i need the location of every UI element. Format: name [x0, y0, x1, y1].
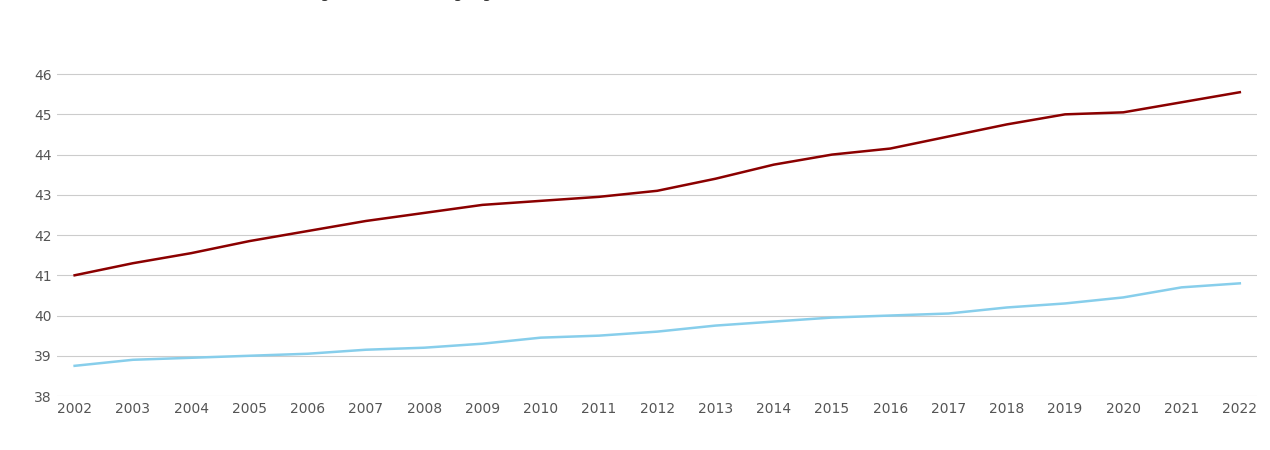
- England & Wales avg. age: [883, 313, 898, 318]
- England & Wales avg. age: [358, 347, 373, 352]
- Northumberland: [766, 162, 781, 167]
- England & Wales avg. age: [766, 319, 781, 324]
- England & Wales avg. age: [533, 335, 549, 340]
- England & Wales avg. age: [300, 351, 315, 356]
- Northumberland: [67, 273, 83, 278]
- Northumberland: [1232, 90, 1247, 95]
- England & Wales avg. age: [707, 323, 723, 328]
- England & Wales avg. age: [1173, 285, 1189, 290]
- Line: England & Wales avg. age: England & Wales avg. age: [75, 284, 1240, 366]
- England & Wales avg. age: [67, 363, 83, 369]
- Line: Northumberland: Northumberland: [75, 92, 1240, 275]
- England & Wales avg. age: [475, 341, 490, 346]
- England & Wales avg. age: [1058, 301, 1073, 306]
- Northumberland: [824, 152, 839, 158]
- England & Wales avg. age: [184, 355, 199, 360]
- England & Wales avg. age: [649, 329, 664, 334]
- Northumberland: [999, 122, 1015, 127]
- Northumberland: [941, 134, 956, 139]
- Northumberland: [241, 238, 257, 244]
- Northumberland: [592, 194, 607, 199]
- England & Wales avg. age: [999, 305, 1015, 310]
- England & Wales avg. age: [824, 315, 839, 320]
- England & Wales avg. age: [126, 357, 141, 363]
- Northumberland: [649, 188, 664, 194]
- Northumberland: [300, 228, 315, 234]
- Northumberland: [707, 176, 723, 181]
- England & Wales avg. age: [1115, 295, 1130, 300]
- Northumberland: [1173, 99, 1189, 105]
- Northumberland: [1058, 112, 1073, 117]
- England & Wales avg. age: [417, 345, 432, 351]
- Northumberland: [417, 210, 432, 216]
- Northumberland: [883, 146, 898, 151]
- England & Wales avg. age: [941, 311, 956, 316]
- Northumberland: [358, 218, 373, 224]
- England & Wales avg. age: [241, 353, 257, 359]
- Northumberland: [126, 261, 141, 266]
- Northumberland: [533, 198, 549, 203]
- Northumberland: [184, 251, 199, 256]
- Northumberland: [1115, 110, 1130, 115]
- Northumberland: [475, 202, 490, 207]
- England & Wales avg. age: [592, 333, 607, 338]
- Legend: Northumberland, England & Wales avg. age: Northumberland, England & Wales avg. age: [65, 0, 502, 1]
- England & Wales avg. age: [1232, 281, 1247, 286]
